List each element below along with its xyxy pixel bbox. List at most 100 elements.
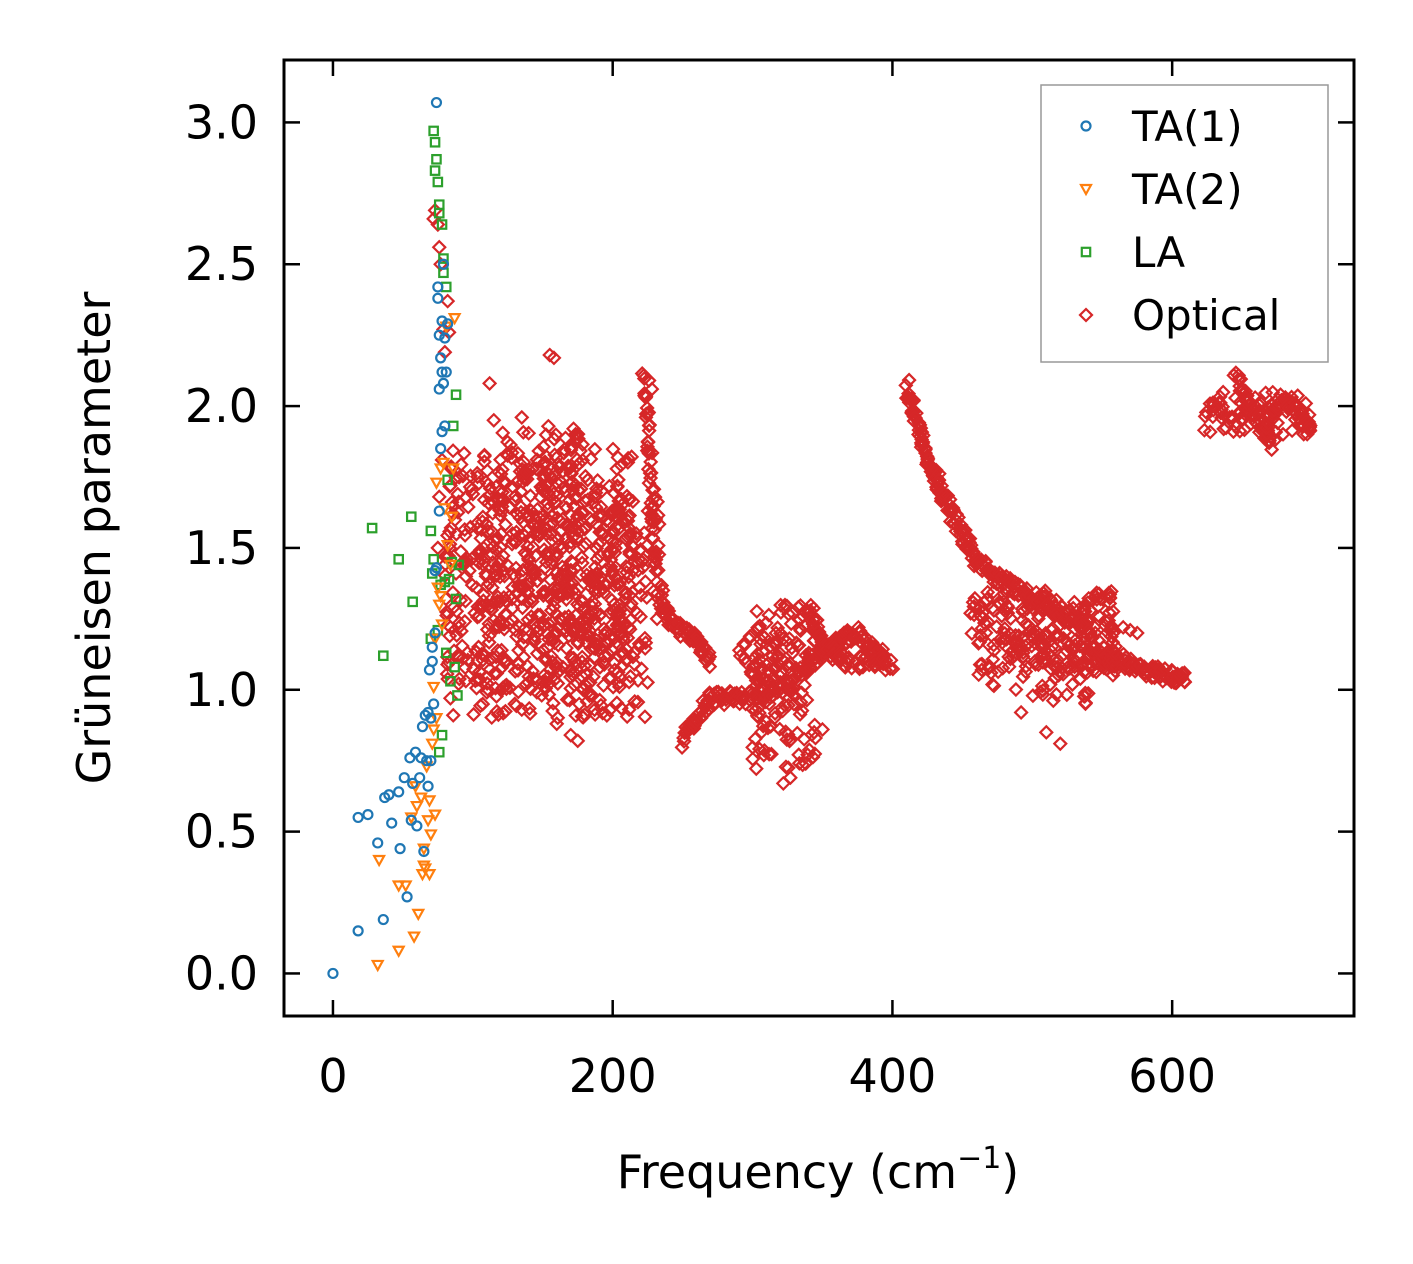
point-optical xyxy=(622,668,639,684)
point-optical xyxy=(643,470,659,486)
point-optical xyxy=(448,526,464,542)
point-optical xyxy=(490,642,506,659)
x-tick-label: 600 xyxy=(1128,1049,1216,1103)
point-optical xyxy=(468,680,485,696)
point-optical xyxy=(777,697,793,713)
point-optical xyxy=(906,403,922,419)
point-optical xyxy=(592,659,608,675)
point-optical xyxy=(608,602,624,618)
point-optical xyxy=(481,634,497,650)
point-optical xyxy=(568,491,585,507)
point-optical xyxy=(597,648,613,665)
point-ta-2- xyxy=(428,809,442,822)
point-optical xyxy=(539,501,555,517)
point-optical xyxy=(614,658,630,674)
point-optical xyxy=(1265,384,1281,400)
point-optical xyxy=(577,658,593,674)
point-ta-1- xyxy=(398,772,410,784)
point-ta-2- xyxy=(418,863,433,876)
point-optical xyxy=(1049,630,1065,646)
point-optical xyxy=(556,445,572,461)
point-optical xyxy=(442,628,458,644)
point-optical xyxy=(497,517,513,533)
point-optical xyxy=(585,669,601,685)
point-la xyxy=(432,176,444,188)
point-optical xyxy=(749,603,765,619)
point-optical xyxy=(484,709,500,726)
point-optical xyxy=(783,732,799,748)
point-optical xyxy=(983,665,999,681)
point-optical xyxy=(529,684,545,700)
point-optical xyxy=(743,666,760,682)
point-optical xyxy=(573,593,589,609)
point-optical xyxy=(559,500,575,516)
point-optical xyxy=(1102,590,1118,606)
point-optical xyxy=(1062,660,1078,676)
point-optical xyxy=(796,731,812,747)
point-optical xyxy=(453,592,469,608)
point-ta-2- xyxy=(426,681,441,695)
point-optical xyxy=(794,703,810,719)
point-optical xyxy=(970,635,987,651)
point-optical xyxy=(799,692,815,708)
point-optical xyxy=(580,571,596,587)
point-optical xyxy=(1215,399,1231,415)
y-tick-label: 1.5 xyxy=(185,521,258,575)
point-optical xyxy=(430,216,446,233)
point-la xyxy=(449,661,460,673)
point-optical xyxy=(756,629,773,645)
point-optical xyxy=(524,461,540,477)
point-ta-2- xyxy=(411,908,426,922)
point-optical xyxy=(1205,409,1221,425)
point-ta-2- xyxy=(429,477,444,490)
point-optical xyxy=(480,495,496,511)
point-optical xyxy=(493,642,510,658)
point-ta-1- xyxy=(404,752,416,764)
point-optical xyxy=(792,611,808,628)
point-la xyxy=(442,474,453,486)
point-optical xyxy=(486,666,502,682)
point-optical xyxy=(1001,659,1017,675)
point-optical xyxy=(514,600,531,616)
point-ta-2- xyxy=(391,945,406,959)
point-optical xyxy=(901,372,917,388)
x-axis-title-close: ) xyxy=(1001,1145,1019,1199)
point-optical xyxy=(630,694,646,710)
point-optical xyxy=(472,698,489,714)
point-optical xyxy=(558,640,574,656)
point-optical xyxy=(989,619,1005,635)
point-optical xyxy=(493,612,509,628)
point-optical xyxy=(481,488,497,504)
point-optical xyxy=(986,678,1002,694)
point-optical xyxy=(795,757,811,773)
series-ta-1- xyxy=(327,96,454,980)
point-optical xyxy=(1097,613,1113,629)
y-tick-label: 2.0 xyxy=(185,379,258,433)
point-optical xyxy=(622,546,638,562)
point-optical xyxy=(623,596,639,612)
point-optical xyxy=(605,441,621,457)
point-optical xyxy=(495,548,511,564)
point-optical xyxy=(562,506,578,523)
point-optical xyxy=(558,582,574,598)
point-optical xyxy=(775,775,791,791)
point-la xyxy=(438,253,449,264)
point-optical xyxy=(1249,399,1265,416)
point-optical xyxy=(609,461,625,477)
point-la xyxy=(443,573,455,585)
point-optical xyxy=(533,568,549,584)
point-optical xyxy=(1059,687,1075,703)
point-ta-1- xyxy=(425,755,437,767)
point-la xyxy=(378,650,389,662)
point-optical xyxy=(596,621,612,637)
point-optical xyxy=(632,579,648,595)
point-optical xyxy=(521,425,537,441)
point-optical xyxy=(540,418,556,434)
point-optical xyxy=(608,571,625,587)
x-tick-label: 0 xyxy=(318,1049,347,1103)
point-ta-1- xyxy=(352,925,364,937)
x-axis-title: Frequency (cm−1) xyxy=(617,1141,1020,1199)
point-optical xyxy=(481,616,497,632)
point-la xyxy=(429,136,441,148)
point-optical xyxy=(1122,622,1138,638)
